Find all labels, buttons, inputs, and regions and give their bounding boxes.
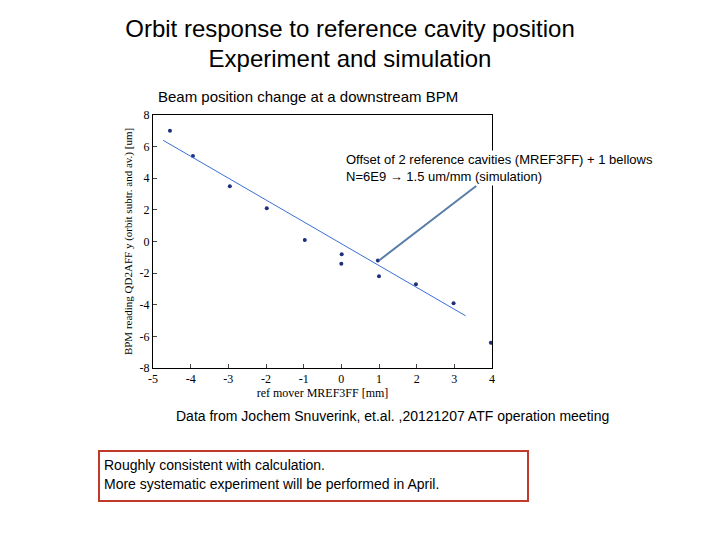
svg-text:Offset of 2 reference cavities: Offset of 2 reference cavities (MREF3FF)… [346,152,653,184]
svg-text:8: 8 [144,108,150,122]
svg-text:2: 2 [144,203,150,217]
svg-text:0: 0 [144,235,150,249]
svg-text:-8: -8 [140,361,150,375]
svg-text:-4: -4 [140,298,150,312]
svg-text:-2: -2 [140,266,150,280]
svg-text:4: 4 [489,372,495,386]
html-text:Data from Jochem Snuverink, et: Data from Jochem Snuverink, et.al. ,2012… [176,408,610,424]
svg-text:-6: -6 [140,330,150,344]
html-text:Experiment and simulation: Experiment and simulation [208,45,492,72]
svg-text:-3: -3 [223,372,233,386]
svg-text:BPM reading QD2AFF y (orbit su: BPM reading QD2AFF y (orbit subtr. and a… [122,128,135,355]
svg-text:0: 0 [338,372,344,386]
html-text:Orbit response to reference ca: Orbit response to reference cavity posit… [125,15,575,42]
svg-text:2: 2 [414,372,420,386]
svg-text:3: 3 [451,372,457,386]
svg-text:-4: -4 [186,372,196,386]
svg-text:ref mover MREF3FF [mm]: ref mover MREF3FF [mm] [257,386,389,400]
html-text:Roughly consistent with calcul: Roughly consistent with calculation. [104,457,325,473]
svg-text:-5: -5 [148,372,158,386]
svg-text:1: 1 [376,372,382,386]
svg-text:6: 6 [144,140,150,154]
svg-text:-1: -1 [299,372,309,386]
svg-text:4: 4 [144,171,150,185]
svg-text:-2: -2 [261,372,271,386]
html-text:More systematic experiment wil: More systematic experiment will be perfo… [104,476,440,492]
html-text:Beam position change at a down: Beam position change at a downstream BPM [158,88,459,105]
